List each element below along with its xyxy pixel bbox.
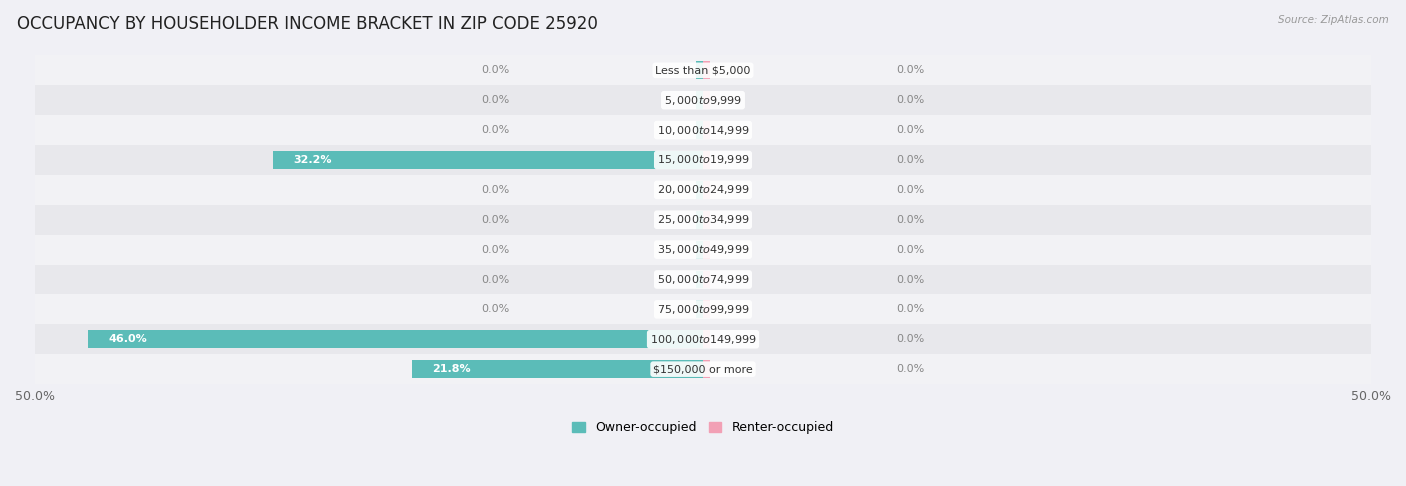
Bar (273, 151, 703, 169)
Text: 0.0%: 0.0% (897, 215, 925, 225)
Text: 0.0%: 0.0% (897, 275, 925, 284)
Text: 0.0%: 0.0% (481, 65, 509, 75)
Text: 0.0%: 0.0% (897, 244, 925, 255)
Bar (703, 61, 710, 79)
Text: 0.0%: 0.0% (481, 244, 509, 255)
Bar (0, 55, 1406, 85)
Text: $100,000 to $149,999: $100,000 to $149,999 (650, 333, 756, 346)
Text: 0.0%: 0.0% (481, 275, 509, 284)
Bar (703, 151, 710, 169)
Bar (696, 61, 703, 79)
Text: 0.0%: 0.0% (897, 95, 925, 105)
Text: $35,000 to $49,999: $35,000 to $49,999 (657, 243, 749, 256)
Text: $150,000 or more: $150,000 or more (654, 364, 752, 374)
Bar (0, 145, 1406, 175)
Bar (0, 324, 1406, 354)
Bar (703, 360, 710, 378)
Text: 0.0%: 0.0% (481, 185, 509, 195)
Bar (703, 211, 710, 229)
Bar (0, 354, 1406, 384)
Text: $10,000 to $14,999: $10,000 to $14,999 (657, 123, 749, 137)
Bar (703, 330, 710, 348)
Text: 0.0%: 0.0% (481, 215, 509, 225)
Bar (703, 121, 710, 139)
Bar (703, 271, 710, 289)
Text: 32.2%: 32.2% (292, 155, 332, 165)
Text: 0.0%: 0.0% (897, 364, 925, 374)
Bar (0, 85, 1406, 115)
Bar (696, 121, 703, 139)
Bar (696, 181, 703, 199)
Text: Less than $5,000: Less than $5,000 (655, 65, 751, 75)
Bar (0, 205, 1406, 235)
Bar (696, 211, 703, 229)
Text: $15,000 to $19,999: $15,000 to $19,999 (657, 154, 749, 167)
Bar (696, 91, 703, 109)
Text: 0.0%: 0.0% (481, 125, 509, 135)
Bar (703, 91, 710, 109)
Bar (0, 175, 1406, 205)
Text: 0.0%: 0.0% (897, 125, 925, 135)
Text: 0.0%: 0.0% (897, 304, 925, 314)
Bar (0, 295, 1406, 324)
Text: $25,000 to $34,999: $25,000 to $34,999 (657, 213, 749, 226)
Text: Source: ZipAtlas.com: Source: ZipAtlas.com (1278, 15, 1389, 25)
Bar (0, 264, 1406, 295)
Text: 0.0%: 0.0% (481, 95, 509, 105)
Bar (0, 235, 1406, 264)
Text: 0.0%: 0.0% (481, 304, 509, 314)
Bar (696, 300, 703, 318)
Text: 0.0%: 0.0% (897, 334, 925, 344)
Text: $75,000 to $99,999: $75,000 to $99,999 (657, 303, 749, 316)
Bar (0, 115, 1406, 145)
Bar (703, 241, 710, 259)
Text: 0.0%: 0.0% (897, 185, 925, 195)
Text: 46.0%: 46.0% (108, 334, 148, 344)
Text: $5,000 to $9,999: $5,000 to $9,999 (664, 94, 742, 107)
Bar (89, 330, 703, 348)
Bar (412, 360, 703, 378)
Text: OCCUPANCY BY HOUSEHOLDER INCOME BRACKET IN ZIP CODE 25920: OCCUPANCY BY HOUSEHOLDER INCOME BRACKET … (17, 15, 598, 33)
Bar (696, 271, 703, 289)
Text: 0.0%: 0.0% (897, 155, 925, 165)
Bar (703, 181, 710, 199)
Legend: Owner-occupied, Renter-occupied: Owner-occupied, Renter-occupied (568, 416, 838, 439)
Bar (703, 300, 710, 318)
Text: 0.0%: 0.0% (897, 65, 925, 75)
Bar (696, 241, 703, 259)
Text: $20,000 to $24,999: $20,000 to $24,999 (657, 183, 749, 196)
Text: $50,000 to $74,999: $50,000 to $74,999 (657, 273, 749, 286)
Text: 21.8%: 21.8% (432, 364, 471, 374)
